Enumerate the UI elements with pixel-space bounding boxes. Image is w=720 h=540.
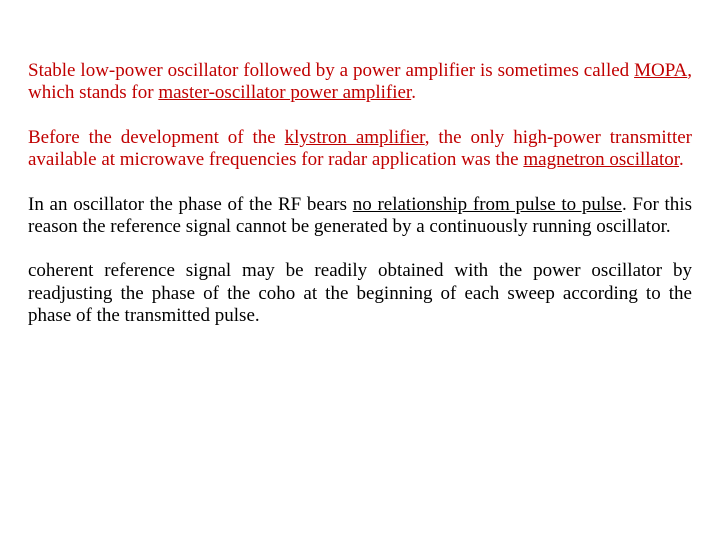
body-text: Before the development of the bbox=[28, 127, 285, 148]
body-text: Stable low-power oscillator followed by … bbox=[28, 60, 634, 81]
keyword-text: klystron amplifier bbox=[285, 127, 425, 148]
slide-body: Stable low-power oscillator followed by … bbox=[0, 0, 720, 540]
body-text: . bbox=[411, 82, 416, 103]
keyword-text: magnetron oscillator bbox=[523, 149, 679, 170]
paragraph-3: In an oscillator the phase of the RF bea… bbox=[28, 194, 692, 239]
keyword-text: no relationship from pulse to pulse bbox=[353, 194, 622, 215]
paragraph-2: Before the development of the klystron a… bbox=[28, 127, 692, 172]
paragraph-4: coherent reference signal may be readily… bbox=[28, 260, 692, 327]
body-text: . bbox=[679, 149, 684, 170]
keyword-text: master-oscillator power amplifier bbox=[158, 82, 411, 103]
paragraph-1: Stable low-power oscillator followed by … bbox=[28, 60, 692, 105]
keyword-text: MOPA bbox=[634, 60, 687, 81]
body-text: In an oscillator the phase of the RF bea… bbox=[28, 194, 353, 215]
body-text: coherent reference signal may be readily… bbox=[28, 260, 692, 326]
